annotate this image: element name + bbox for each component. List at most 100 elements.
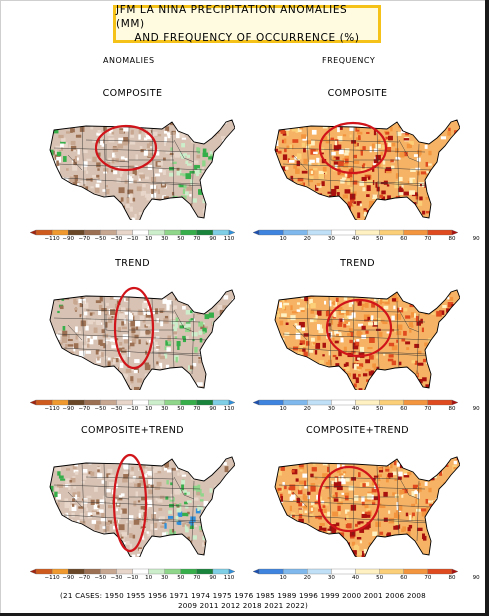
colorbar-swatch [51, 399, 69, 406]
colorbar-swatch [212, 229, 230, 236]
colorbar-swatch [451, 399, 458, 406]
us-map-frequency-composite [274, 119, 460, 220]
colorbar-swatch [307, 229, 332, 236]
frequency-colorbar-ticks: 10 20 30 40 50 60 70 80 90 [253, 406, 480, 418]
anomaly-colorbar-ticks: −110 −90 −70 −50 −30 −10 10 30 50 70 90 110 [30, 406, 235, 418]
colorbar-tick-label: 50 [177, 236, 185, 242]
colorbar-tick-label: −110 [44, 406, 60, 412]
colorbar-tick-label: −110 [44, 575, 60, 581]
colorbar-swatch [164, 568, 181, 575]
highlight-circle [113, 286, 155, 370]
cases-line-1: (21 CASES: 1950 1955 1956 1971 1974 1975… [60, 591, 426, 600]
colorbar-tick-label: 60 [400, 575, 408, 581]
column-header-frequency: FREQUENCY [322, 56, 376, 65]
colorbar-swatch [132, 568, 149, 575]
colorbar-swatch [116, 568, 133, 575]
colorbar-tick-label: −90 [62, 236, 74, 242]
colorbar-tick-label: 80 [448, 406, 456, 412]
panel-label-anomaly-trend: TREND [115, 258, 150, 269]
colorbar-tick-label: −30 [110, 236, 123, 242]
colorbar-swatch [30, 229, 37, 236]
colorbar-swatch [331, 399, 356, 406]
highlight-circle [318, 121, 388, 175]
colorbar-swatch [212, 399, 230, 406]
anomaly-colorbar-3: −110 −90 −70 −50 −30 −10 10 30 50 70 90 110 [30, 568, 235, 594]
colorbar-swatch [30, 399, 37, 406]
window-edge-right [485, 0, 489, 616]
colorbar-tick-label: 90 [209, 406, 217, 412]
colorbar-tick-label: 110 [223, 575, 235, 581]
colorbar-swatch [196, 568, 214, 575]
colorbar-tick-label: 30 [161, 406, 169, 412]
colorbar-tick-label: 80 [448, 575, 456, 581]
colorbar-swatch [379, 229, 404, 236]
frequency-map-composite: COMPOSITE [255, 80, 460, 220]
colorbar-tick-label: 50 [177, 406, 185, 412]
colorbar-swatch [253, 399, 260, 406]
colorbar-tick-label: 10 [145, 236, 153, 242]
colorbar-swatch [180, 399, 197, 406]
colorbar-tick-label: −50 [94, 406, 107, 412]
colorbar-swatch [100, 399, 117, 406]
colorbar-swatch [164, 229, 181, 236]
colorbar-tick-label: −10 [126, 236, 139, 242]
us-map-frequency-composite-trend [274, 456, 460, 557]
colorbar-swatch [258, 399, 284, 406]
colorbar-tick-label: −70 [78, 236, 91, 242]
colorbar-swatch [355, 568, 380, 575]
colorbar-swatch [307, 568, 332, 575]
frequency-colorbar-3: 10 20 30 40 50 60 70 80 90 [253, 568, 480, 594]
colorbar-tick-label: 30 [161, 236, 169, 242]
colorbar-swatch [35, 229, 53, 236]
colorbar-tick-label: 90 [472, 575, 480, 581]
colorbar-tick-label: −110 [44, 236, 60, 242]
colorbar-tick-label: 70 [193, 406, 201, 412]
colorbar-swatch [84, 229, 101, 236]
colorbar-swatch [51, 568, 69, 575]
colorbar-tick-label: 50 [177, 575, 185, 581]
colorbar-tick-label: 40 [352, 406, 359, 412]
colorbar-swatch [30, 568, 37, 575]
colorbar-swatch [212, 568, 230, 575]
title-line-1: JFM LA NINA PRECIPITATION ANOMALIES (MM) [116, 4, 348, 30]
colorbar-swatch [84, 568, 101, 575]
us-outline [274, 456, 460, 557]
colorbar-swatch [307, 399, 332, 406]
colorbar-tick-label: 10 [279, 236, 287, 242]
colorbar-swatch [258, 229, 284, 236]
colorbar-swatch [228, 399, 235, 406]
us-map-anomaly-composite [49, 119, 235, 220]
colorbar-tick-label: 110 [223, 236, 235, 242]
panel-label-frequency-composite-trend: COMPOSITE+TREND [306, 425, 409, 436]
colorbar-swatch [196, 229, 214, 236]
frequency-map-trend: TREND [255, 250, 460, 390]
us-map-anomaly-trend [49, 286, 235, 390]
colorbar-swatch [451, 229, 458, 236]
colorbar-tick-label: 70 [424, 406, 432, 412]
us-outline [49, 119, 235, 220]
colorbar-swatch [379, 399, 404, 406]
colorbar-swatch [148, 568, 165, 575]
colorbar-tick-label: 50 [376, 575, 384, 581]
anomaly-colorbar-1: −110 −90 −70 −50 −30 −10 10 30 50 70 90 110 [30, 229, 235, 255]
us-map-frequency-trend [274, 289, 460, 390]
colorbar-swatch [228, 568, 235, 575]
us-outline [49, 456, 235, 557]
cases-caption: (21 CASES: 1950 1955 1956 1971 1974 1975… [8, 591, 478, 611]
colorbar-swatch [355, 399, 380, 406]
colorbar-swatch [403, 399, 429, 406]
colorbar-swatch [148, 399, 165, 406]
colorbar-tick-label: 20 [303, 575, 311, 581]
colorbar-tick-label: 10 [145, 406, 153, 412]
colorbar-tick-label: −50 [94, 575, 107, 581]
anomaly-colorbar-ticks: −110 −90 −70 −50 −30 −10 10 30 50 70 90 110 [30, 575, 235, 587]
anomaly-colorbar-ticks: −110 −90 −70 −50 −30 −10 10 30 50 70 90 110 [30, 236, 235, 248]
colorbar-tick-label: 20 [303, 236, 311, 242]
colorbar-swatch [355, 229, 380, 236]
colorbar-tick-label: 90 [209, 236, 217, 242]
colorbar-swatch [282, 399, 308, 406]
colorbar-tick-label: 90 [472, 236, 480, 242]
colorbar-swatch [180, 568, 197, 575]
colorbar-swatch [180, 229, 197, 236]
colorbar-swatch [331, 229, 356, 236]
